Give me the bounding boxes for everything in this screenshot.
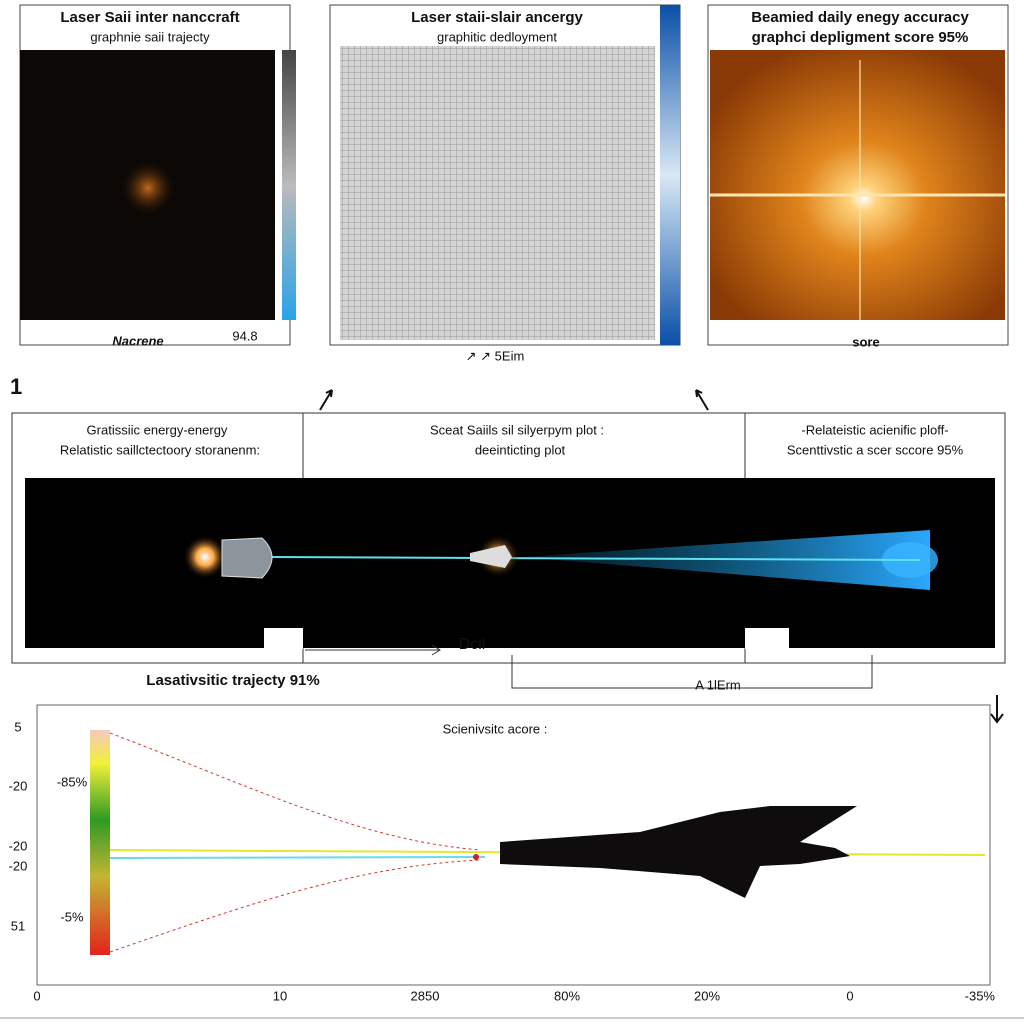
arrow [990, 695, 1004, 724]
middle-title: Sceat Saiils sil silyerpym plot : [430, 422, 604, 437]
envelope [109, 859, 481, 953]
panel-footer: ↗ ↗ 5Eim [466, 348, 525, 363]
section-number: 1 [10, 374, 22, 399]
panel-image [710, 50, 1005, 320]
y-label: -20 [9, 838, 28, 853]
marker [473, 854, 479, 860]
panel-footer: Nacrene [112, 333, 163, 348]
colorbar-label: -85% [57, 774, 88, 789]
x-label: 0 [33, 988, 40, 1003]
glow-spot [118, 158, 178, 218]
arrow [305, 644, 441, 656]
arrow-label: Dcil [459, 636, 486, 653]
source-glow [183, 535, 227, 579]
colorbar-labels: -85% -5% [57, 774, 88, 924]
plot-title: Scienivsitc acore : [443, 721, 548, 736]
middle-title: -Relateistic acienific ploff- [801, 422, 948, 437]
y-label: -20 [9, 778, 28, 793]
arrow [695, 389, 709, 411]
y-label: 51 [11, 918, 25, 933]
envelope [109, 732, 481, 851]
panel-subtitle: graphnie saii trajecty [90, 29, 210, 44]
middle-subtitle: deeinticting plot [475, 442, 566, 457]
sail [470, 545, 512, 568]
x-label: 2850 [411, 988, 440, 1003]
panel-footer-right: 94.8 [232, 328, 257, 343]
middle-subtitle: Relatistic saillctectoory storanenm: [60, 442, 260, 457]
x-label: 20% [694, 988, 720, 1003]
image-notch [264, 628, 303, 649]
colorbar [90, 730, 110, 955]
colorbar-label: -5% [60, 909, 84, 924]
panel-title: Laser staii-slair ancergy [411, 9, 583, 26]
caption: Lasativsitic trajecty 91% [146, 672, 319, 689]
colorbar [660, 5, 680, 345]
y-label: -20 [9, 858, 28, 873]
image-notch [745, 628, 789, 649]
plot-frame [36, 704, 991, 986]
panel-image [340, 46, 655, 340]
panel-frame [707, 4, 1009, 346]
bracket-label: A 1lErm [695, 677, 741, 692]
panel-title: Beamied daily enegy accuracy [751, 9, 969, 26]
panel-subtitle: graphitic dedloyment [437, 29, 557, 44]
middle-frame [11, 412, 1006, 664]
panel-subtitle: graphci depligment score 95% [752, 29, 969, 46]
y-labels: 5 -20 -20 -20 51 [9, 719, 28, 933]
x-label: 10 [273, 988, 287, 1003]
middle-subtitle: Scenttivstic a scer sccore 95% [787, 442, 964, 457]
bracket [511, 655, 873, 689]
x-label: -35% [965, 988, 996, 1003]
middle-title: Gratissiic energy-energy [87, 422, 228, 437]
arrow [319, 389, 333, 411]
x-label: 80% [554, 988, 580, 1003]
y-label: 5 [14, 719, 21, 734]
panel-title: Laser Saii inter nanccraft [60, 9, 239, 26]
trace [109, 856, 486, 859]
capsule [221, 537, 273, 579]
x-label: 0 [846, 988, 853, 1003]
craft [500, 806, 857, 898]
beam-line [269, 556, 921, 561]
x-labels: 0 10 2850 80% 20% 0 -35% [33, 988, 995, 1003]
colorbar [282, 50, 296, 320]
panel-footer: sore [852, 334, 879, 349]
